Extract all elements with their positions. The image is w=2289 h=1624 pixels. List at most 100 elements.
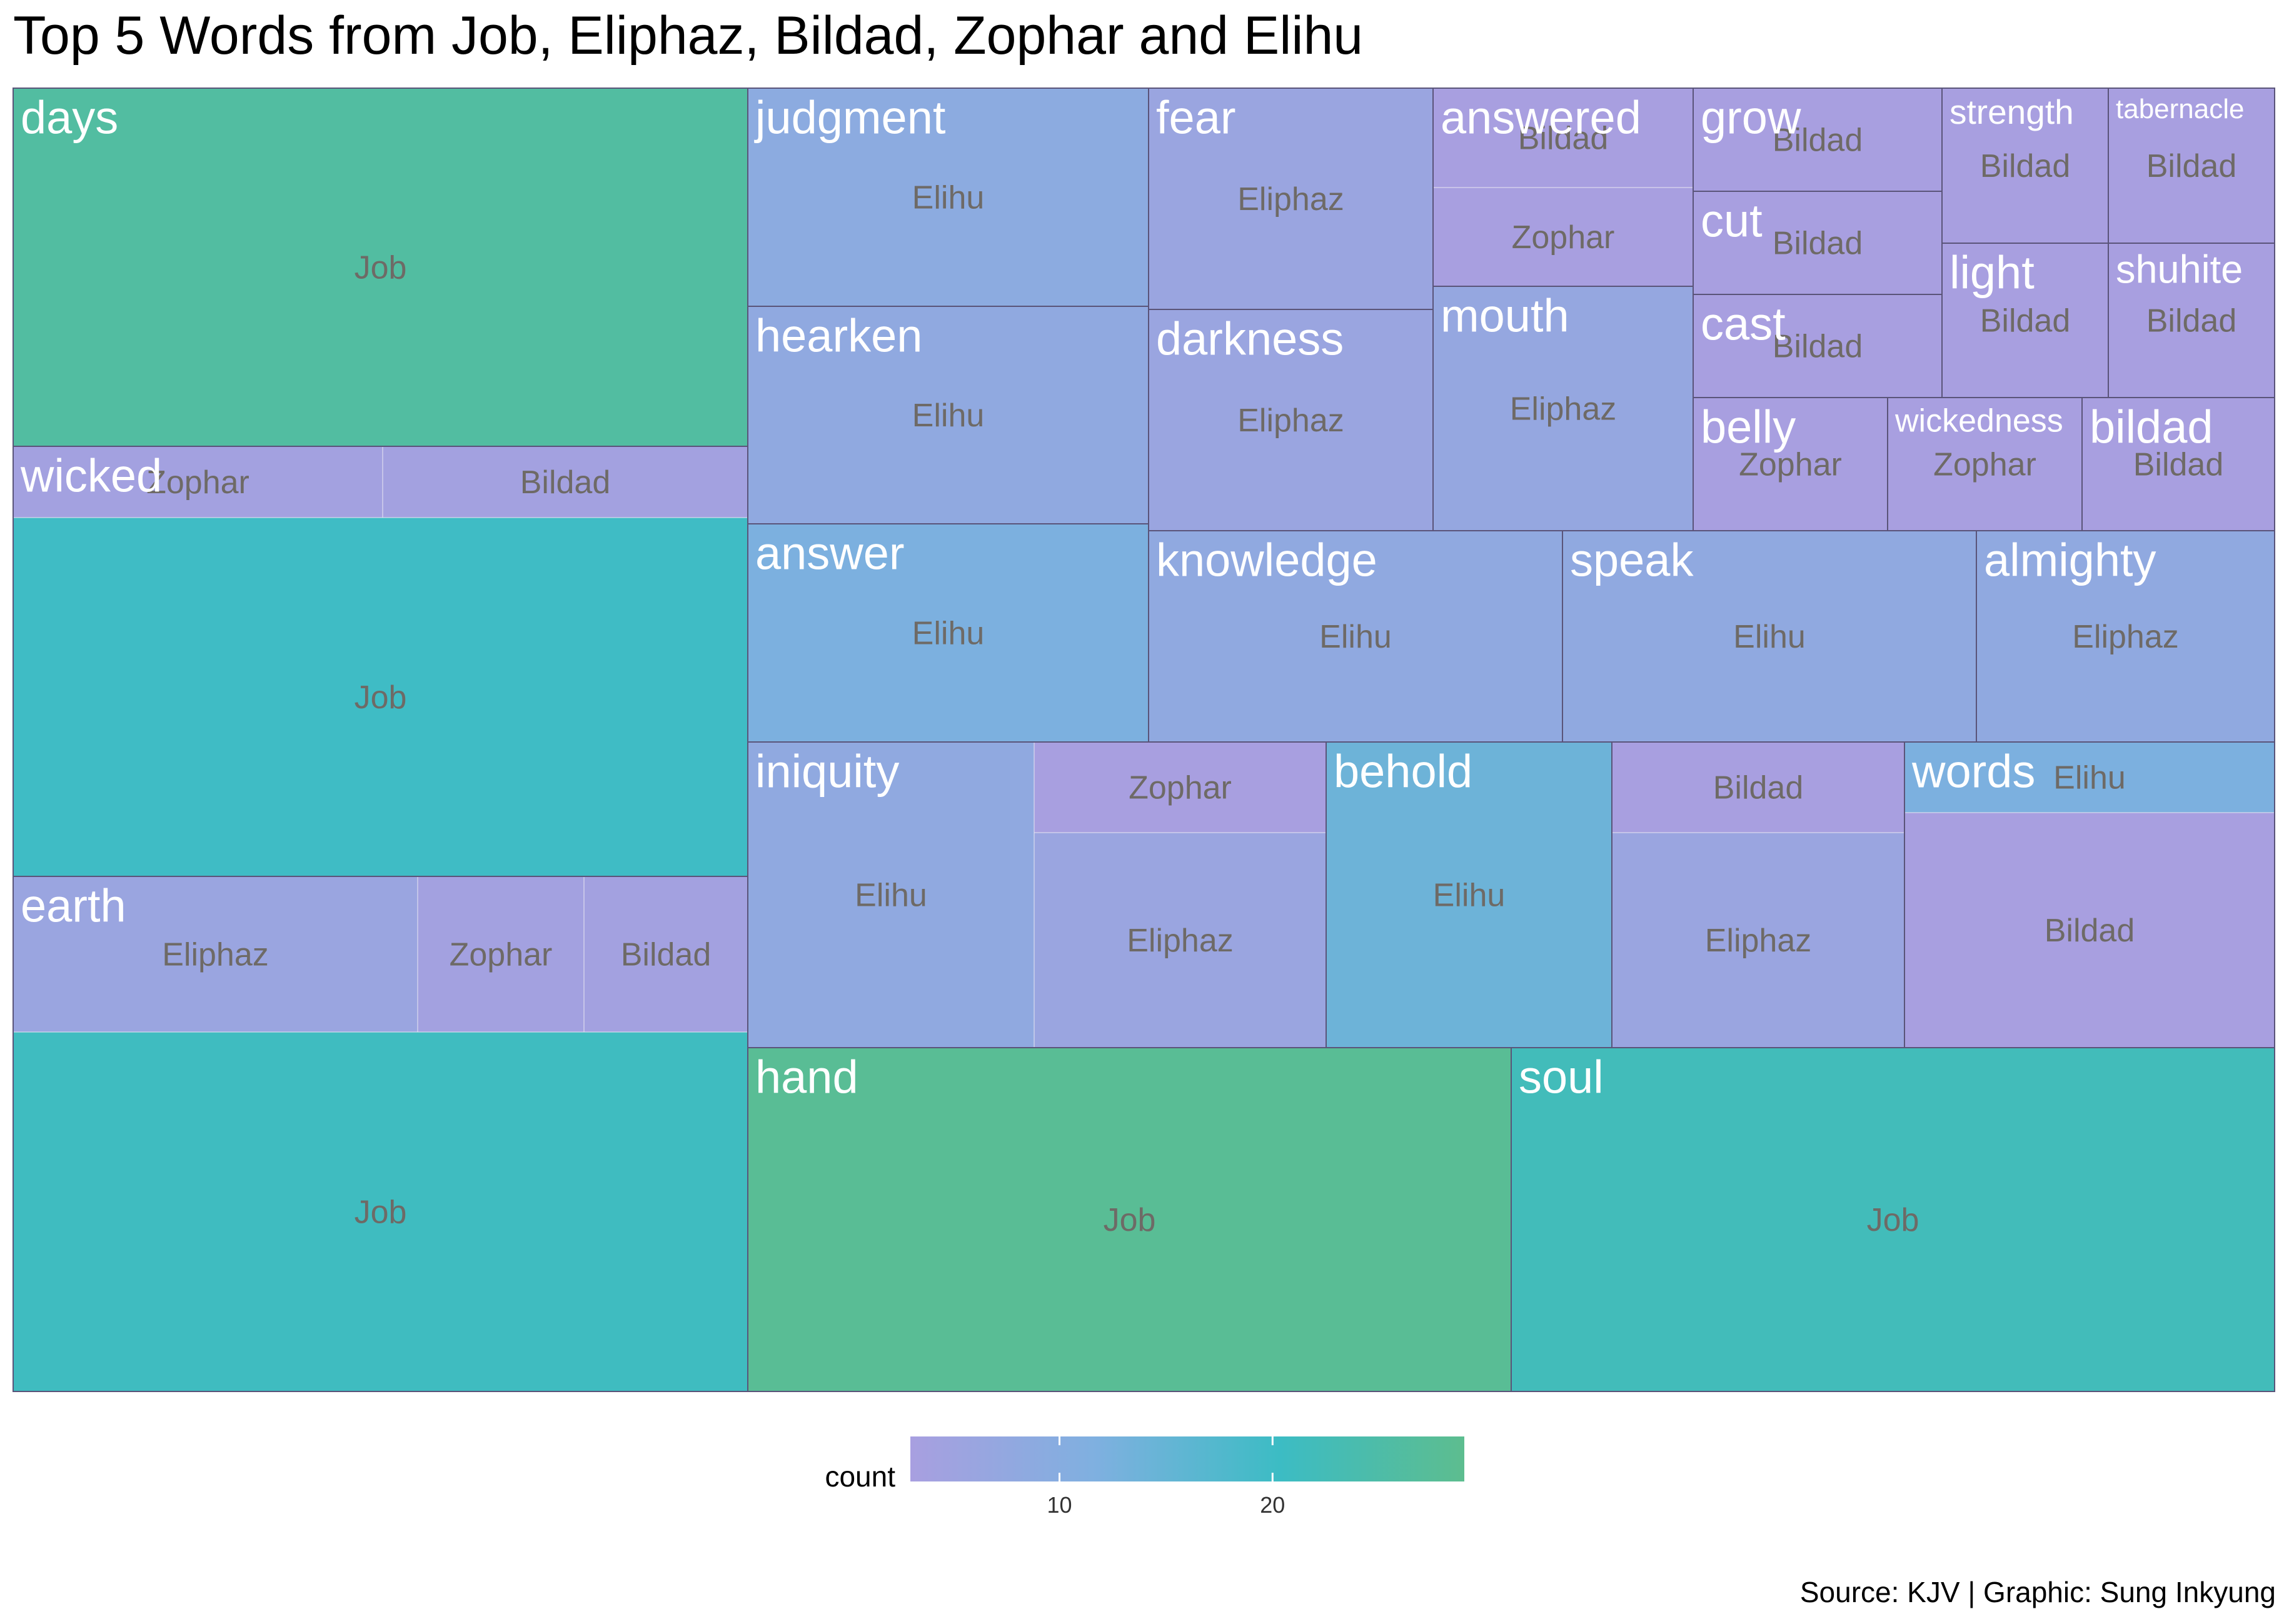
treemap-cell-hand-job bbox=[747, 1047, 1512, 1392]
chart-title: Top 5 Words from Job, Eliphaz, Bildad, Z… bbox=[13, 6, 1364, 66]
group-word-label: wickedness bbox=[1894, 403, 2063, 439]
cell-speaker-label: Bildad bbox=[2146, 303, 2237, 339]
group-word-label: darkness bbox=[1156, 313, 1344, 365]
cell-speaker-label: Elihu bbox=[1733, 619, 1806, 655]
treemap-cell-behold-bildad bbox=[1611, 741, 1905, 833]
cell-speaker-label: Zophar bbox=[450, 937, 553, 973]
group-word-label: soul bbox=[1519, 1051, 1604, 1103]
treemap-cell-answered-zophar bbox=[1432, 187, 1694, 287]
cell-speaker-label: Bildad bbox=[2146, 148, 2237, 184]
group-word-label: earth bbox=[21, 880, 126, 932]
treemap-cell-earth-job bbox=[13, 1031, 748, 1392]
group-word-label: knowledge bbox=[1156, 534, 1377, 586]
cell-speaker-label: Zophar bbox=[146, 464, 249, 501]
treemap-cell-answered-bildad bbox=[1432, 88, 1694, 188]
cell-speaker-label: Job bbox=[355, 1195, 407, 1231]
treemap-cell-light-bildad bbox=[1941, 243, 2109, 398]
legend-tick-label: 10 bbox=[1047, 1492, 1072, 1518]
cell-speaker-label: Bildad bbox=[1980, 303, 2071, 339]
treemap-cell-fear-eliphaz bbox=[1148, 88, 1434, 310]
group-word-label: mouth bbox=[1441, 290, 1569, 342]
group-word-label: strength bbox=[1949, 93, 2074, 131]
cell-speaker-label: Elihu bbox=[1433, 878, 1506, 914]
treemap-cell-behold-elihu bbox=[1326, 741, 1612, 1048]
cell-speaker-label: Bildad bbox=[520, 464, 611, 501]
group-word-label: days bbox=[21, 92, 118, 144]
cell-speaker-label: Eliphaz bbox=[2072, 619, 2179, 655]
cell-speaker-label: Bildad bbox=[2045, 913, 2135, 949]
group-word-label: hearken bbox=[755, 310, 922, 362]
group-word-label: bildad bbox=[2090, 401, 2213, 453]
treemap-cell-cast-bildad bbox=[1693, 294, 1943, 398]
cell-speaker-label: Bildad bbox=[1773, 226, 1863, 262]
cell-speaker-label: Elihu bbox=[855, 878, 927, 914]
group-word-label: behold bbox=[1334, 746, 1472, 798]
cell-speaker-label: Eliphaz bbox=[1510, 391, 1617, 428]
cell-speaker-label: Bildad bbox=[1980, 148, 2071, 184]
cell-speaker-label: Bildad bbox=[1773, 329, 1863, 365]
treemap-cell-wicked-job bbox=[13, 517, 748, 877]
cell-speaker-label: Job bbox=[355, 250, 407, 286]
treemap-cell-wicked-zophar bbox=[13, 446, 383, 518]
group-word-label: words bbox=[1911, 746, 2035, 798]
group-word-label: shuhite bbox=[2116, 248, 2243, 292]
treemap-cell-darkness-eliphaz bbox=[1148, 309, 1434, 531]
cell-speaker-label: Elihu bbox=[912, 180, 985, 216]
cell-speaker-label: Bildad bbox=[1518, 121, 1609, 157]
cell-speaker-label: Zophar bbox=[1739, 447, 1842, 483]
group-word-label: light bbox=[1949, 247, 2035, 299]
cell-speaker-label: Eliphaz bbox=[1127, 923, 1234, 959]
group-word-label: grow bbox=[1701, 92, 1801, 144]
legend-colorbar bbox=[910, 1436, 1464, 1481]
legend-title: count bbox=[825, 1460, 895, 1493]
treemap-cell-wickedness-zophar bbox=[1887, 397, 2083, 531]
cell-speaker-label: Elihu bbox=[2053, 760, 2126, 796]
legend-tick-label: 20 bbox=[1260, 1492, 1285, 1518]
treemap-cell-iniquity-zophar bbox=[1034, 741, 1327, 833]
cell-speaker-label: Bildad bbox=[1773, 123, 1863, 159]
group-word-label: cut bbox=[1701, 195, 1763, 247]
treemap-cell-earth-eliphaz bbox=[13, 876, 418, 1033]
treemap-cell-cut-bildad bbox=[1693, 191, 1943, 295]
treemap-cell-hearken-elihu bbox=[747, 306, 1149, 524]
group-word-label: judgment bbox=[754, 92, 946, 144]
treemap-cell-tabernacle-bildad bbox=[2108, 88, 2275, 244]
cell-speaker-label: Elihu bbox=[912, 616, 985, 652]
group-word-label: answered bbox=[1441, 92, 1641, 144]
treemap-cell-mouth-eliphaz bbox=[1432, 286, 1694, 531]
treemap-cell-answer-elihu bbox=[747, 523, 1149, 743]
cell-speaker-label: Bildad bbox=[1713, 770, 1804, 806]
group-word-label: speak bbox=[1570, 534, 1694, 586]
group-word-label: tabernacle bbox=[2116, 94, 2244, 124]
treemap-outline bbox=[13, 88, 2275, 1392]
cell-speaker-label: Bildad bbox=[621, 937, 712, 973]
cell-speaker-label: Bildad bbox=[2133, 447, 2224, 483]
treemap-cell-strength-bildad bbox=[1941, 88, 2109, 244]
group-word-label: iniquity bbox=[755, 746, 899, 798]
treemap-cell-days-job bbox=[13, 88, 748, 447]
label-layer: Job Job Zophar Bildad Job Eliphaz Zophar Bildad… bbox=[20, 92, 2244, 1239]
group-border-layer bbox=[13, 88, 2275, 1392]
treemap-cell-belly-zophar bbox=[1693, 397, 1888, 531]
treemap-cell-wicked-bildad bbox=[382, 446, 748, 518]
cell-speaker-label: Elihu bbox=[912, 398, 985, 434]
cell-speaker-label: Zophar bbox=[1512, 219, 1615, 256]
cell-layer bbox=[13, 88, 2275, 1392]
cell-speaker-label: Job bbox=[1867, 1202, 1919, 1238]
cell-speaker-label: Eliphaz bbox=[1237, 403, 1344, 439]
cell-speaker-label: Elihu bbox=[1319, 619, 1392, 655]
group-word-label: almighty bbox=[1984, 534, 2156, 586]
group-word-label: hand bbox=[755, 1051, 858, 1103]
treemap-cell-almighty-eliphaz bbox=[1976, 530, 2275, 743]
treemap-cell-earth-bildad bbox=[583, 876, 748, 1033]
cell-speaker-label: Zophar bbox=[1129, 770, 1232, 806]
treemap-cell-words-elihu bbox=[1904, 741, 2275, 813]
cell-speaker-label: Eliphaz bbox=[162, 937, 269, 973]
treemap-cell-earth-zophar bbox=[417, 876, 585, 1033]
treemap-cell-judgment-elihu bbox=[747, 88, 1149, 307]
source-caption: Source: KJV | Graphic: Sung Inkyung bbox=[1799, 1576, 2276, 1608]
treemap-cell-grow-bildad bbox=[1693, 88, 1943, 192]
treemap-cell-bildad-bildad bbox=[2081, 397, 2275, 531]
treemap-cell-shuhite-bildad bbox=[2108, 243, 2275, 398]
group-word-label: fear bbox=[1156, 92, 1236, 144]
